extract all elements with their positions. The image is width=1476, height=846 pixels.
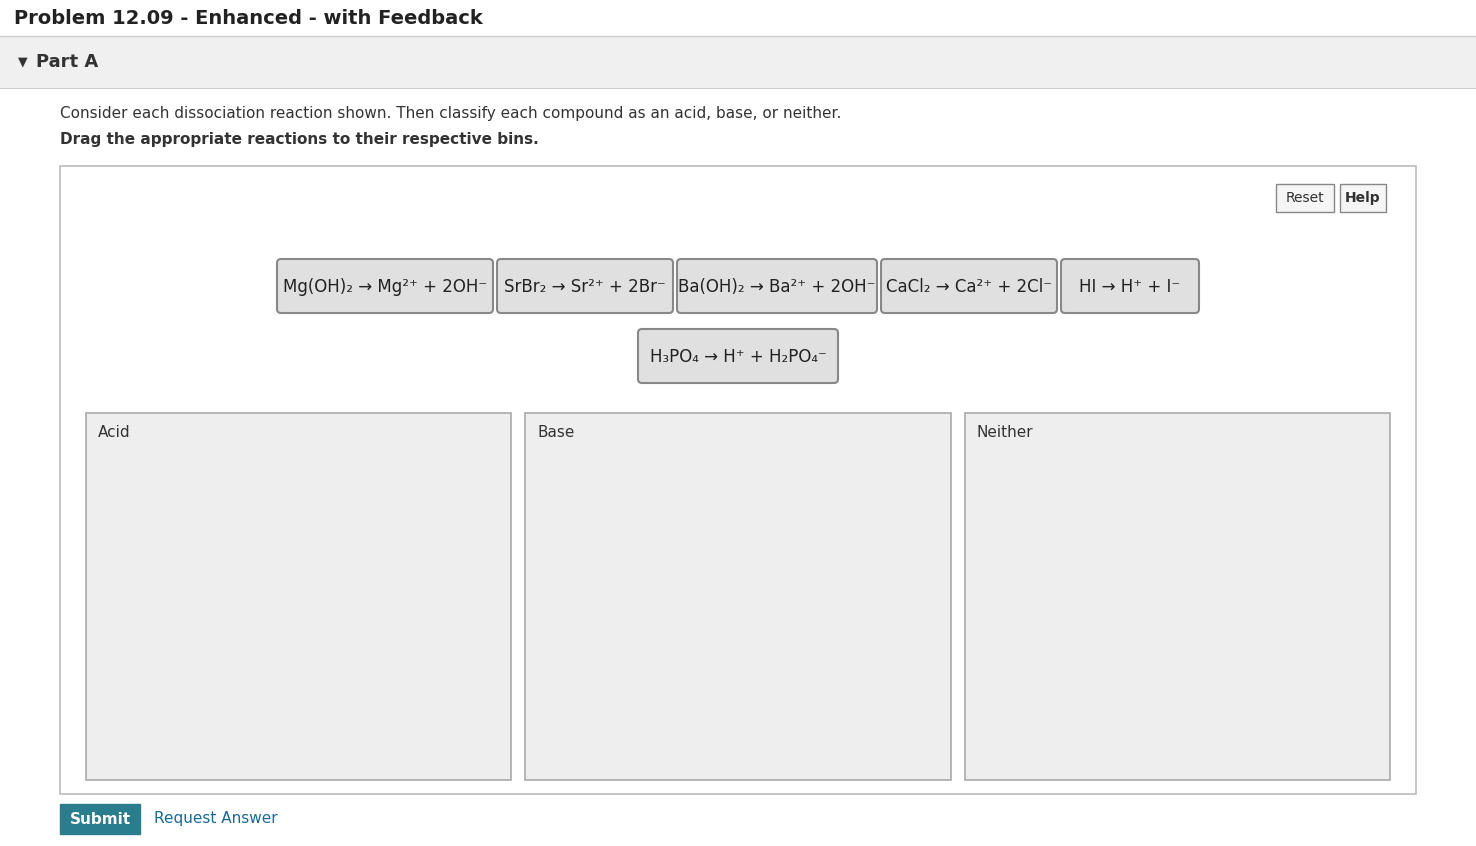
Text: Part A: Part A [35,53,99,71]
Text: SrBr₂ → Sr²⁺ + 2Br⁻: SrBr₂ → Sr²⁺ + 2Br⁻ [505,278,666,296]
Text: Help: Help [1345,191,1382,205]
Text: Problem 12.09 - Enhanced - with Feedback: Problem 12.09 - Enhanced - with Feedback [13,8,483,28]
Text: Acid: Acid [97,425,130,440]
Text: Reset: Reset [1286,191,1324,205]
FancyBboxPatch shape [965,413,1390,780]
Text: HI → H⁺ + I⁻: HI → H⁺ + I⁻ [1079,278,1181,296]
FancyBboxPatch shape [881,259,1057,313]
Text: H₃PO₄ → H⁺ + H₂PO₄⁻: H₃PO₄ → H⁺ + H₂PO₄⁻ [649,348,827,366]
FancyBboxPatch shape [677,259,877,313]
FancyBboxPatch shape [86,413,511,780]
FancyBboxPatch shape [497,259,673,313]
FancyBboxPatch shape [61,166,1415,794]
Text: Base: Base [537,425,574,440]
FancyBboxPatch shape [1340,184,1386,212]
Text: Ba(OH)₂ → Ba²⁺ + 2OH⁻: Ba(OH)₂ → Ba²⁺ + 2OH⁻ [679,278,875,296]
FancyBboxPatch shape [1061,259,1199,313]
Text: ▼: ▼ [18,56,28,69]
Text: Submit: Submit [69,811,130,827]
Text: Neither: Neither [977,425,1033,440]
Text: CaCl₂ → Ca²⁺ + 2Cl⁻: CaCl₂ → Ca²⁺ + 2Cl⁻ [886,278,1052,296]
FancyBboxPatch shape [525,413,951,780]
FancyBboxPatch shape [277,259,493,313]
FancyBboxPatch shape [61,804,140,834]
FancyBboxPatch shape [638,329,838,383]
Bar [0,0,1476,36]
Text: Request Answer: Request Answer [154,811,277,827]
Text: Drag the appropriate reactions to their respective bins.: Drag the appropriate reactions to their … [61,132,539,147]
Text: Mg(OH)₂ → Mg²⁺ + 2OH⁻: Mg(OH)₂ → Mg²⁺ + 2OH⁻ [283,278,487,296]
FancyBboxPatch shape [1275,184,1334,212]
Text: Consider each dissociation reaction shown. Then classify each compound as an aci: Consider each dissociation reaction show… [61,106,841,121]
Bar [0,36,1476,88]
